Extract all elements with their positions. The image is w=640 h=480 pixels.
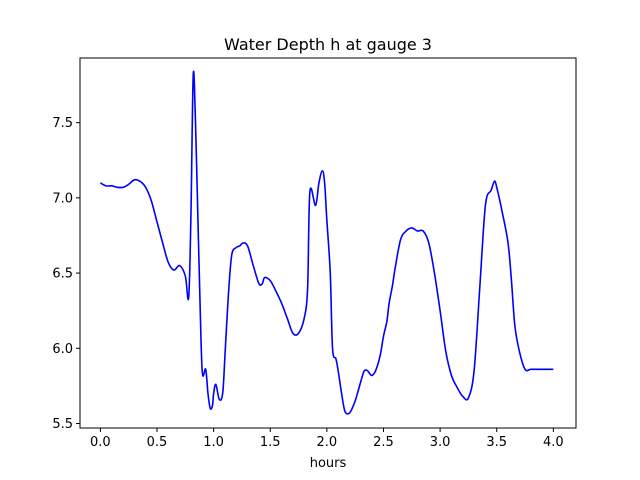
x-tick-label: 0.5 bbox=[147, 435, 168, 450]
y-tick-label: 6.5 bbox=[52, 267, 73, 282]
x-tick-label: 0.0 bbox=[90, 435, 111, 450]
x-tick-label: 2.0 bbox=[317, 435, 338, 450]
chart-title: Water Depth h at gauge 3 bbox=[224, 35, 432, 54]
y-tick-label: 7.5 bbox=[52, 116, 73, 131]
x-tick-label: 1.0 bbox=[203, 435, 224, 450]
y-tick-label: 5.5 bbox=[52, 417, 73, 432]
plot-frame bbox=[79, 57, 577, 429]
x-axis-label: hours bbox=[310, 456, 347, 471]
y-axis: 5.5 6.0 6.5 7.0 7.5 bbox=[52, 116, 80, 432]
series-line-0 bbox=[99, 70, 554, 415]
y-tick-label: 7.0 bbox=[52, 191, 73, 206]
x-tick-label: 3.5 bbox=[486, 435, 507, 450]
series-layer bbox=[99, 70, 554, 415]
x-tick-label: 2.5 bbox=[373, 435, 394, 450]
x-tick-label: 1.5 bbox=[260, 435, 281, 450]
x-axis: 0.0 0.5 1.0 1.5 2.0 2.5 3.0 3.5 4.0 bbox=[90, 428, 564, 450]
x-tick-label: 3.0 bbox=[430, 435, 451, 450]
y-tick-label: 6.0 bbox=[52, 342, 73, 357]
x-tick-label: 4.0 bbox=[543, 435, 564, 450]
